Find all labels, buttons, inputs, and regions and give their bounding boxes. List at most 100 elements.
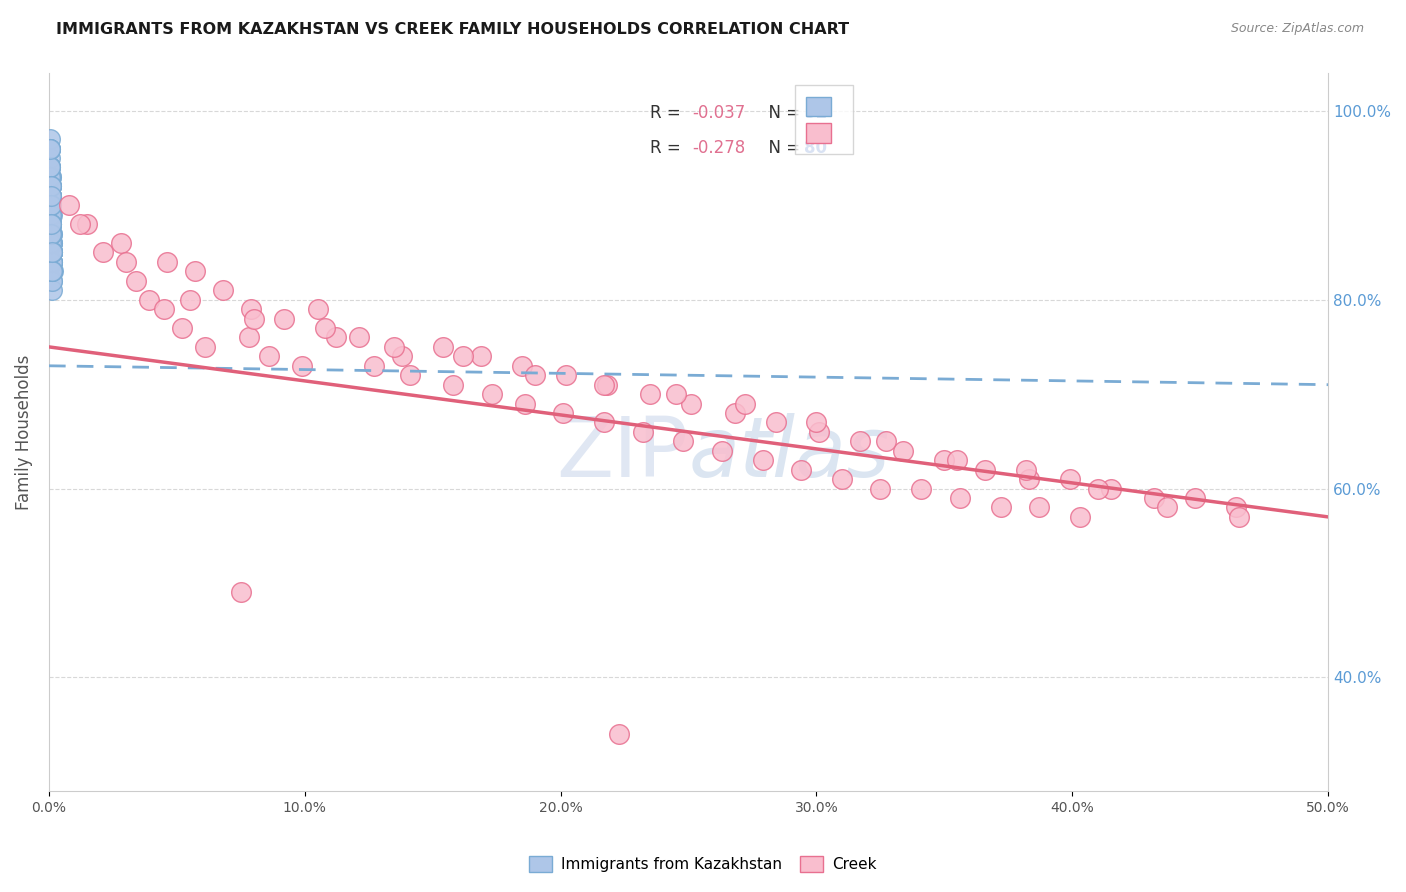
Point xyxy=(307,302,329,317)
Point xyxy=(41,264,63,278)
Point xyxy=(553,406,575,420)
Point xyxy=(869,482,891,496)
Point xyxy=(790,463,813,477)
Point xyxy=(39,217,62,231)
Point xyxy=(39,227,62,241)
Point xyxy=(184,264,207,278)
Point xyxy=(41,245,63,260)
Text: R =: R = xyxy=(650,103,686,122)
Point xyxy=(39,188,62,202)
Point xyxy=(41,245,63,260)
Point xyxy=(1015,463,1038,477)
Point xyxy=(58,198,80,212)
Point xyxy=(39,198,62,212)
Point xyxy=(242,311,264,326)
Point xyxy=(41,235,63,250)
Text: R =: R = xyxy=(650,139,686,157)
Point xyxy=(39,188,62,202)
Point xyxy=(314,321,336,335)
Point xyxy=(238,330,260,344)
Point xyxy=(990,500,1012,515)
Point xyxy=(665,387,688,401)
Point xyxy=(638,387,661,401)
Point xyxy=(806,416,828,430)
Point xyxy=(39,142,62,156)
Point xyxy=(347,330,370,344)
Point xyxy=(39,198,62,212)
Point xyxy=(110,235,132,250)
Point xyxy=(593,377,616,392)
Text: -0.037: -0.037 xyxy=(692,103,745,122)
Point xyxy=(39,227,62,241)
Point xyxy=(441,377,464,392)
Point xyxy=(751,453,773,467)
Point xyxy=(41,245,63,260)
Point xyxy=(949,491,972,505)
Point xyxy=(39,235,62,250)
Text: ZIP: ZIP xyxy=(557,413,689,494)
Point xyxy=(595,377,617,392)
Point xyxy=(39,217,62,231)
Point xyxy=(1099,482,1122,496)
Point xyxy=(934,453,956,467)
Point xyxy=(39,188,62,202)
Point xyxy=(554,368,576,383)
Point xyxy=(229,585,252,599)
Point xyxy=(39,217,62,231)
Point xyxy=(194,340,217,354)
Legend: , : , xyxy=(794,85,853,154)
Point xyxy=(69,217,91,231)
Point xyxy=(39,151,62,165)
Point xyxy=(39,198,62,212)
Point xyxy=(39,161,62,175)
Point xyxy=(39,179,62,194)
Point xyxy=(42,264,65,278)
Point xyxy=(39,198,62,212)
Point xyxy=(510,359,533,373)
Point xyxy=(39,161,62,175)
Point xyxy=(240,302,263,317)
Point xyxy=(875,434,897,449)
Point xyxy=(39,217,62,231)
Point xyxy=(631,425,654,439)
Point xyxy=(39,179,62,194)
Point xyxy=(156,255,179,269)
Point xyxy=(273,311,295,326)
Point xyxy=(41,264,63,278)
Text: atlas: atlas xyxy=(689,413,890,494)
Point xyxy=(513,396,536,410)
Point xyxy=(382,340,405,354)
Text: N =: N = xyxy=(758,103,806,122)
Point xyxy=(39,132,62,146)
Point xyxy=(39,227,62,241)
Point xyxy=(41,245,63,260)
Point xyxy=(39,142,62,156)
Point xyxy=(39,161,62,175)
Point xyxy=(41,245,63,260)
Point xyxy=(710,443,733,458)
Point xyxy=(39,227,62,241)
Point xyxy=(39,188,62,202)
Point xyxy=(41,255,63,269)
Point xyxy=(723,406,745,420)
Point xyxy=(681,396,703,410)
Point xyxy=(1227,510,1250,524)
Point xyxy=(39,208,62,222)
Point xyxy=(39,179,62,194)
Point xyxy=(41,255,63,269)
Point xyxy=(946,453,969,467)
Point xyxy=(1028,500,1050,515)
Point xyxy=(39,217,62,231)
Point xyxy=(39,208,62,222)
Point xyxy=(39,142,62,156)
Point xyxy=(481,387,503,401)
Point xyxy=(41,274,63,288)
Point xyxy=(1184,491,1206,505)
Text: 92: 92 xyxy=(804,103,827,122)
Point xyxy=(41,227,63,241)
Point xyxy=(609,727,631,741)
Point xyxy=(41,245,63,260)
Point xyxy=(125,274,148,288)
Point xyxy=(39,179,62,194)
Point xyxy=(39,198,62,212)
